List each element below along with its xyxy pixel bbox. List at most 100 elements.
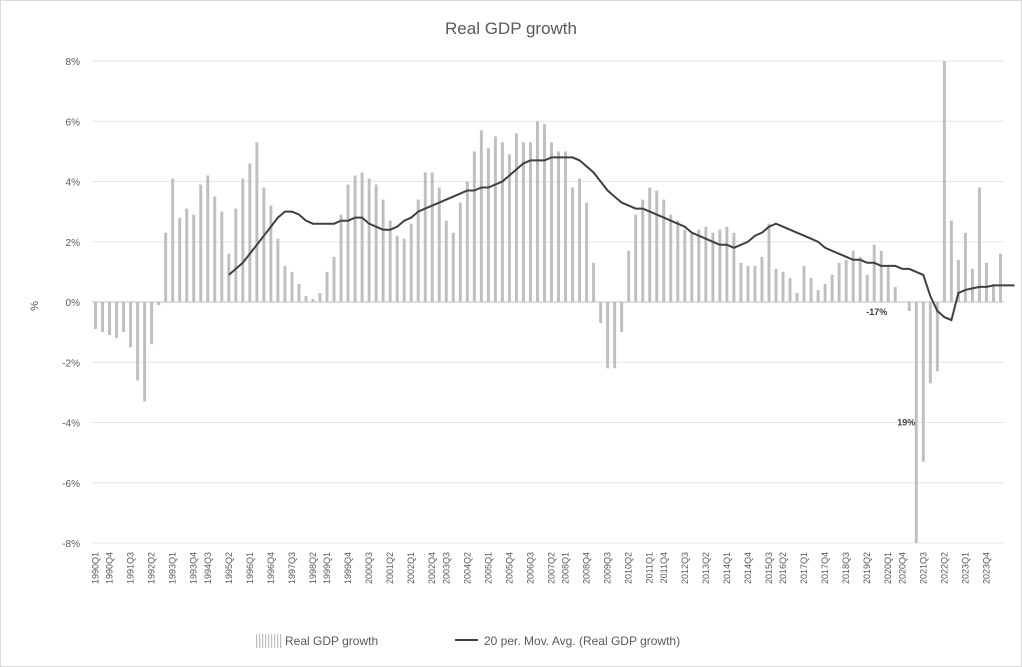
gdp-bar <box>206 175 210 302</box>
x-tick-label: 2018Q3 <box>841 552 851 584</box>
bar-annotation: 19% <box>897 418 915 428</box>
gdp-bar <box>669 214 673 302</box>
gdp-bar <box>999 253 1002 302</box>
gdp-bar <box>178 217 182 302</box>
gdp-bar <box>935 302 939 372</box>
y-tick-label: 8% <box>66 57 81 68</box>
gdp-bar <box>248 163 252 302</box>
gdp-bar <box>578 178 582 302</box>
gdp-bar <box>465 181 469 302</box>
gdp-bar <box>409 223 413 302</box>
gdp-bar <box>872 244 876 302</box>
gdp-bar <box>423 172 427 302</box>
gdp-bar <box>269 205 273 302</box>
x-tick-label: 2006Q3 <box>525 552 535 584</box>
gdp-bar <box>543 124 546 302</box>
x-tick-label: 1998Q2 <box>308 552 318 584</box>
gdp-bar <box>108 302 112 336</box>
gdp-bar <box>977 187 981 302</box>
gdp-bar <box>641 199 645 302</box>
gdp-bar <box>353 175 357 302</box>
x-tick-label: 1993Q1 <box>168 552 178 584</box>
gdp-bar <box>963 232 967 302</box>
gdp-bar <box>970 268 974 302</box>
x-tick-label: 1995Q2 <box>224 552 234 584</box>
gdp-bar <box>136 302 140 381</box>
x-tick-label: 1992Q2 <box>147 552 157 584</box>
gdp-bar <box>241 178 245 302</box>
x-tick-label: 2015Q3 <box>764 552 774 584</box>
gdp-bar <box>557 151 560 302</box>
gdp-bar <box>360 172 364 302</box>
x-tick-label: 2000Q3 <box>364 552 374 584</box>
x-tick-label: 2005Q1 <box>483 552 493 584</box>
x-tick-label: 2008Q4 <box>582 552 592 584</box>
gdp-bar <box>290 271 294 302</box>
gdp-bar <box>851 250 855 302</box>
gdp-bar <box>865 274 869 302</box>
gdp-bar <box>606 302 610 369</box>
gdp-bar <box>283 265 287 302</box>
x-tick-label: 2008Q1 <box>561 552 571 584</box>
x-tick-label: 2014Q1 <box>722 552 732 584</box>
x-tick-label: 2012Q3 <box>680 552 690 584</box>
gdp-bar <box>311 298 315 302</box>
gdp-bar <box>297 283 301 302</box>
gdp-bar <box>332 256 336 302</box>
gdp-bar <box>816 289 820 302</box>
bar-series <box>94 61 1002 543</box>
y-tick-label: -8% <box>62 539 80 550</box>
x-tick-label: 1994Q3 <box>203 552 213 584</box>
y-tick-label: 0% <box>66 298 81 309</box>
legend: Real GDP growth 20 per. Mov. Avg. (Real … <box>256 634 680 648</box>
gdp-bar <box>304 295 308 302</box>
x-tick-label: 2004Q2 <box>462 552 472 584</box>
x-tick-label: 2017Q1 <box>799 552 809 584</box>
gdp-bar <box>458 202 462 302</box>
gdp-bar <box>500 142 504 302</box>
gdp-bar <box>823 283 827 302</box>
y-axis-label: % <box>29 301 41 311</box>
gdp-bar <box>185 208 189 302</box>
x-tick-label: 2002Q1 <box>406 552 416 584</box>
gdp-bar <box>416 199 420 302</box>
gdp-bar <box>949 220 953 302</box>
gdp-bar <box>276 238 280 302</box>
x-tick-label: 2013Q2 <box>701 552 711 584</box>
gdp-bar <box>690 232 694 302</box>
x-tick-label: 1999Q1 <box>322 552 332 584</box>
gdp-bar <box>318 292 322 302</box>
gdp-bar <box>444 220 448 302</box>
gdp-bar <box>984 262 988 302</box>
gdp-bar <box>521 142 525 302</box>
x-tick-label: 2001Q2 <box>385 552 395 584</box>
gdp-bar <box>122 302 126 333</box>
gdp-bar <box>620 302 624 333</box>
gdp-bar <box>676 220 680 302</box>
x-tick-label: 2022Q2 <box>939 552 949 584</box>
gdp-bar <box>564 151 568 302</box>
gdp-bar <box>220 211 224 302</box>
gdp-bar <box>914 302 918 543</box>
x-axis-ticks: 1990Q1 1990Q4 1991Q3 1992Q2 1993Q1 1993Q4 1994… <box>91 552 992 584</box>
gdp-bar <box>479 130 483 302</box>
y-tick-label: 4% <box>66 178 81 189</box>
gdp-bar <box>115 302 119 339</box>
gdp-bar <box>94 302 97 330</box>
x-tick-label: 2020Q1 <box>883 552 893 584</box>
y-tick-label: -6% <box>62 479 80 490</box>
gdp-bar <box>662 199 666 302</box>
gdp-bar <box>255 142 259 302</box>
gdp-bar <box>150 302 154 345</box>
x-tick-label: 2011Q1 <box>645 552 655 583</box>
gdp-bar <box>760 256 764 302</box>
gdp-bar <box>367 178 371 302</box>
x-tick-label: 1997Q3 <box>287 552 297 584</box>
y-tick-label: 6% <box>66 117 81 128</box>
x-tick-label: 2023Q4 <box>981 552 991 584</box>
x-tick-label: 2019Q2 <box>862 552 872 584</box>
gdp-bar <box>711 232 715 302</box>
chart-title: Real GDP growth <box>445 19 577 38</box>
